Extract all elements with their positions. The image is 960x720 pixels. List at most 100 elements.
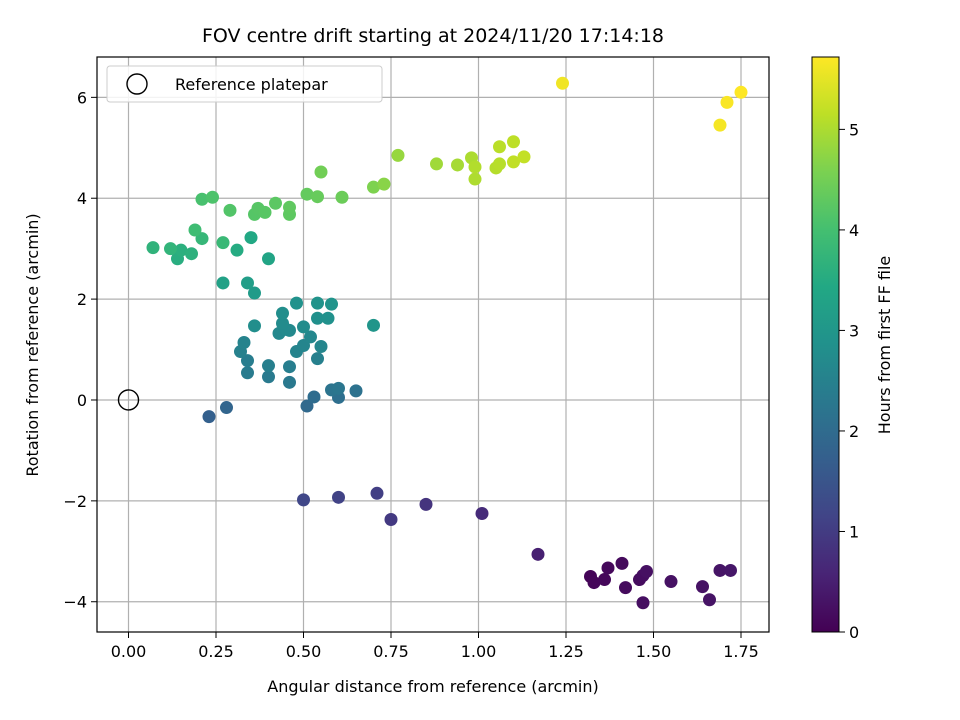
data-point bbox=[244, 231, 258, 245]
data-point bbox=[248, 286, 261, 300]
data-point bbox=[174, 243, 188, 257]
data-point bbox=[283, 200, 296, 214]
data-point bbox=[325, 297, 338, 311]
reference-platepar-marker bbox=[117, 389, 140, 411]
data-point bbox=[262, 359, 275, 373]
data-point bbox=[531, 547, 545, 561]
data-point bbox=[202, 410, 216, 424]
y-tick-label: 0 bbox=[77, 391, 87, 410]
data-point bbox=[216, 236, 230, 250]
data-point bbox=[311, 311, 324, 325]
legend-box bbox=[106, 65, 383, 103]
data-point bbox=[619, 581, 632, 595]
data-point bbox=[391, 148, 405, 162]
colorbar bbox=[812, 57, 839, 632]
x-tick-label: 1.50 bbox=[636, 642, 672, 661]
x-axis-ticks: 0.00 0.25 0.50 0.75 1.00 1.25 1.50 1.75 bbox=[111, 632, 759, 661]
x-tick-label: 0.00 bbox=[111, 642, 147, 661]
data-point bbox=[493, 157, 506, 171]
data-point bbox=[195, 192, 209, 206]
data-point bbox=[195, 232, 209, 246]
data-point bbox=[696, 580, 709, 594]
colorbar-tick-label: 2 bbox=[849, 422, 859, 441]
legend: Reference platepar bbox=[106, 65, 383, 103]
data-point bbox=[587, 576, 601, 590]
data-point bbox=[262, 252, 275, 266]
x-tick-label: 0.75 bbox=[373, 642, 409, 661]
x-axis-label: Angular distance from reference (arcmin) bbox=[267, 677, 598, 696]
data-point bbox=[241, 354, 254, 368]
data-point bbox=[556, 76, 569, 90]
data-point bbox=[164, 242, 177, 256]
data-point bbox=[430, 157, 443, 171]
legend-label: Reference platepar bbox=[175, 75, 328, 94]
data-point bbox=[223, 203, 237, 217]
chart-title: FOV centre drift starting at 2024/11/20 … bbox=[202, 25, 664, 47]
data-point bbox=[384, 513, 398, 527]
data-point bbox=[713, 118, 727, 132]
data-point bbox=[262, 370, 275, 384]
y-tick-label: 6 bbox=[77, 88, 87, 107]
data-point bbox=[237, 335, 251, 349]
colorbar-tick-label: 5 bbox=[849, 120, 859, 139]
data-point bbox=[258, 205, 272, 219]
data-point bbox=[332, 490, 345, 504]
data-point bbox=[311, 190, 324, 204]
data-point bbox=[216, 276, 230, 290]
data-point bbox=[248, 319, 261, 333]
data-point bbox=[664, 575, 678, 589]
data-point bbox=[601, 561, 615, 575]
data-point bbox=[314, 165, 328, 179]
data-point bbox=[283, 360, 296, 374]
y-tick-label: −2 bbox=[63, 492, 87, 511]
x-tick-label: 1.25 bbox=[548, 642, 584, 661]
y-tick-label: −4 bbox=[63, 593, 87, 612]
data-point bbox=[419, 497, 433, 511]
colorbar-tick-label: 1 bbox=[849, 522, 859, 541]
grid-lines bbox=[97, 57, 769, 632]
colorbar-tick-label: 4 bbox=[849, 221, 859, 240]
data-point bbox=[713, 563, 727, 577]
data-point bbox=[640, 564, 653, 578]
x-tick-label: 1.00 bbox=[461, 642, 497, 661]
data-point bbox=[300, 399, 314, 413]
data-point bbox=[370, 486, 384, 500]
data-point bbox=[367, 180, 380, 194]
data-point bbox=[290, 296, 303, 310]
data-point bbox=[724, 563, 737, 577]
data-point bbox=[276, 306, 289, 320]
data-point bbox=[335, 190, 349, 204]
data-point bbox=[283, 375, 296, 389]
colorbar-tick-label: 0 bbox=[849, 623, 859, 642]
legend-marker-hollow-circle bbox=[126, 73, 148, 95]
data-point bbox=[377, 177, 391, 191]
data-point bbox=[206, 190, 219, 204]
data-point bbox=[475, 506, 489, 520]
data-point bbox=[367, 318, 380, 332]
data-point bbox=[230, 243, 244, 257]
data-point bbox=[220, 401, 233, 415]
data-point bbox=[297, 339, 310, 353]
data-points bbox=[117, 76, 748, 610]
data-point bbox=[311, 296, 324, 310]
data-point bbox=[349, 384, 363, 398]
colorbar-ticks: 0 1 2 3 4 5 bbox=[839, 120, 859, 642]
data-point bbox=[307, 390, 321, 404]
data-point bbox=[297, 493, 310, 507]
colorbar-tick-label: 3 bbox=[849, 321, 859, 340]
data-point bbox=[517, 150, 531, 164]
data-point bbox=[321, 311, 335, 325]
data-point bbox=[598, 573, 611, 587]
data-point bbox=[269, 196, 282, 210]
data-point bbox=[615, 556, 629, 570]
y-axis-ticks: −4 −2 0 2 4 6 bbox=[63, 88, 97, 612]
data-point bbox=[703, 593, 716, 607]
data-point bbox=[297, 320, 310, 334]
data-point bbox=[468, 172, 482, 186]
data-point bbox=[507, 155, 520, 169]
data-point bbox=[493, 140, 506, 154]
x-tick-label: 0.50 bbox=[286, 642, 322, 661]
y-tick-label: 2 bbox=[77, 290, 87, 309]
plot-frame bbox=[96, 56, 770, 633]
